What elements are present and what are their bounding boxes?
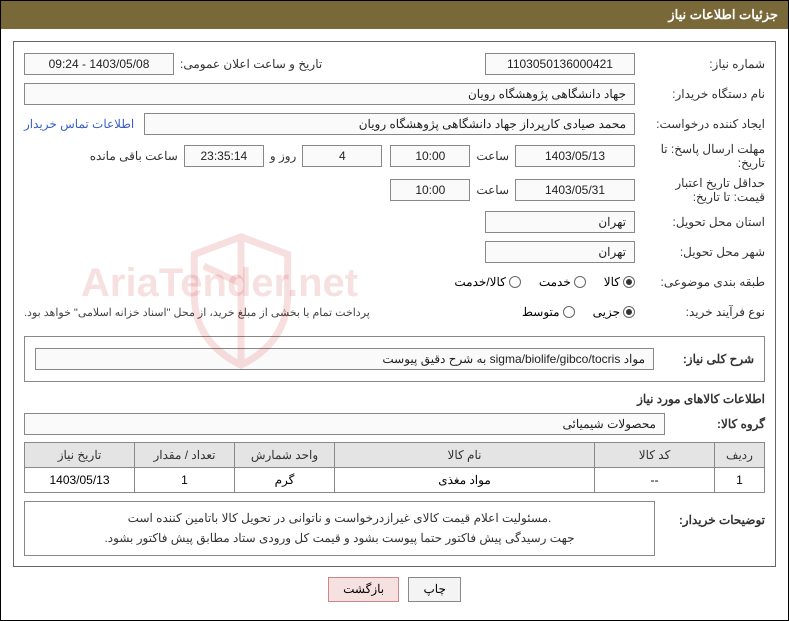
goods-table: ردیف کد کالا نام کالا واحد شمارش تعداد /… [24,442,765,493]
radio-medium-dot [563,306,575,318]
row-creator: ایجاد کننده درخواست: محمد صیادی کارپرداز… [24,112,765,136]
explain-line1: .مسئولیت اعلام قیمت کالای غیرازدرخواست و… [33,508,646,528]
radio-service-label: خدمت [539,275,571,289]
announce-label: تاریخ و ساعت اعلان عمومی: [174,57,328,71]
radio-both[interactable]: کالا/خدمت [454,275,520,289]
th-row: ردیف [715,443,765,468]
days-remaining-field: 4 [302,145,382,167]
radio-partial-label: جزیی [593,305,620,319]
panel-header: جزئیات اطلاعات نیاز [1,1,788,29]
td-row: 1 [715,468,765,493]
process-radio-group: جزیی متوسط [508,305,635,319]
group-field: محصولات شیمیائی [24,413,665,435]
row-buyer: نام دستگاه خریدار: جهاد دانشگاهی پژوهشگا… [24,82,765,106]
explain-line2: جهت رسیدگی پیش فاکتور حتما پیوست بشود و … [33,528,646,548]
contact-link[interactable]: اطلاعات تماس خریدار [24,117,144,131]
city-label: شهر محل تحویل: [635,245,765,259]
days-word: روز و [264,149,303,163]
desc-label: شرح کلی نیاز: [654,352,754,366]
radio-goods-dot [623,276,635,288]
group-label: گروه کالا: [665,417,765,431]
goods-section-title: اطلاعات کالاهای مورد نیاز [24,392,765,406]
details-box: شماره نیاز: 1103050136000421 تاریخ و ساع… [13,41,776,567]
time-word-1: ساعت [470,149,515,163]
radio-both-label: کالا/خدمت [454,275,505,289]
desc-box: شرح کلی نیاز: مواد sigma/biolife/gibco/t… [24,336,765,382]
buyer-field: جهاد دانشگاهی پژوهشگاه رویان [24,83,635,105]
td-unit: گرم [235,468,335,493]
radio-service-dot [574,276,586,288]
announce-field: 1403/05/08 - 09:24 [24,53,174,75]
table-row: 1 -- مواد مغذی گرم 1 1403/05/13 [25,468,765,493]
th-unit: واحد شمارش [235,443,335,468]
td-date: 1403/05/13 [25,468,135,493]
explain-text: .مسئولیت اعلام قیمت کالای غیرازدرخواست و… [24,501,655,556]
row-city: شهر محل تحویل: تهران [24,240,765,264]
explain-label: توضیحات خریدار: [655,501,765,527]
row-validity: حداقل تاریخ اعتبار قیمت: تا تاریخ: 1403/… [24,176,765,204]
row-number: شماره نیاز: 1103050136000421 تاریخ و ساع… [24,52,765,76]
back-button[interactable]: بازگشت [328,577,399,602]
panel-content: شماره نیاز: 1103050136000421 تاریخ و ساع… [1,29,788,620]
td-code: -- [595,468,715,493]
button-bar: چاپ بازگشت [13,567,776,608]
time-remaining-field: 23:35:14 [184,145,264,167]
print-button[interactable]: چاپ [408,577,460,602]
validity-date-field: 1403/05/31 [515,179,635,201]
row-desc: شرح کلی نیاز: مواد sigma/biolife/gibco/t… [35,347,754,371]
row-deadline: مهلت ارسال پاسخ: تا تاریخ: 1403/05/13 سا… [24,142,765,170]
th-code: کد کالا [595,443,715,468]
radio-goods-label: کالا [604,275,620,289]
th-name: نام کالا [335,443,595,468]
row-group: گروه کالا: محصولات شیمیائی [24,412,765,436]
process-label: نوع فرآیند خرید: [635,305,765,319]
city-field: تهران [485,241,635,263]
th-qty: تعداد / مقدار [135,443,235,468]
row-explain: توضیحات خریدار: .مسئولیت اعلام قیمت کالا… [24,501,765,556]
desc-field: مواد sigma/biolife/gibco/tocris به شرح د… [35,348,654,370]
creator-field: محمد صیادی کارپرداز جهاد دانشگاهی پژوهشگ… [144,113,635,135]
panel-title: جزئیات اطلاعات نیاز [668,7,778,22]
remaining-word: ساعت باقی مانده [84,149,184,163]
buyer-label: نام دستگاه خریدار: [635,87,765,101]
radio-partial-dot [623,306,635,318]
creator-label: ایجاد کننده درخواست: [635,117,765,131]
validity-time-field: 10:00 [390,179,470,201]
number-label: شماره نیاز: [635,57,765,71]
radio-goods[interactable]: کالا [604,275,635,289]
row-process: نوع فرآیند خرید: جزیی متوسط پرداخت تمام … [24,300,765,324]
time-word-2: ساعت [470,183,515,197]
category-label: طبقه بندی موضوعی: [635,275,765,289]
category-radio-group: کالا خدمت کالا/خدمت [440,275,635,289]
td-qty: 1 [135,468,235,493]
radio-both-dot [509,276,521,288]
table-header-row: ردیف کد کالا نام کالا واحد شمارش تعداد /… [25,443,765,468]
province-field: تهران [485,211,635,233]
payment-note: پرداخت تمام یا بخشی از مبلغ خرید، از محل… [24,306,382,319]
td-name: مواد مغذی [335,468,595,493]
radio-partial[interactable]: جزیی [593,305,635,319]
th-date: تاریخ نیاز [25,443,135,468]
deadline-date-field: 1403/05/13 [515,145,635,167]
province-label: استان محل تحویل: [635,215,765,229]
deadline-time-field: 10:00 [390,145,470,167]
radio-medium[interactable]: متوسط [522,305,575,319]
validity-label: حداقل تاریخ اعتبار قیمت: تا تاریخ: [635,176,765,204]
row-province: استان محل تحویل: تهران [24,210,765,234]
main-panel: AriaTender.net جزئیات اطلاعات نیاز شماره… [0,0,789,621]
deadline-label: مهلت ارسال پاسخ: تا تاریخ: [635,142,765,170]
radio-medium-label: متوسط [522,305,560,319]
row-category: طبقه بندی موضوعی: کالا خدمت کالا/خدمت [24,270,765,294]
number-field: 1103050136000421 [485,53,635,75]
radio-service[interactable]: خدمت [539,275,586,289]
